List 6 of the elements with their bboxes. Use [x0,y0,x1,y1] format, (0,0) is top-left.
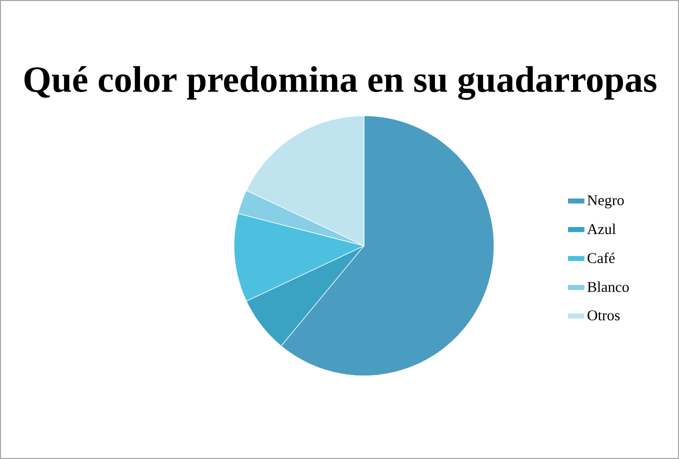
legend-label: Café [588,252,615,264]
legend-label: Azul [587,224,616,234]
legend-label: Otros [588,310,620,320]
chart-title: Qué color predomina en su guadarropas [24,66,656,100]
legend-label: Negro [587,195,624,208]
legend-label: Blanco [587,281,629,292]
